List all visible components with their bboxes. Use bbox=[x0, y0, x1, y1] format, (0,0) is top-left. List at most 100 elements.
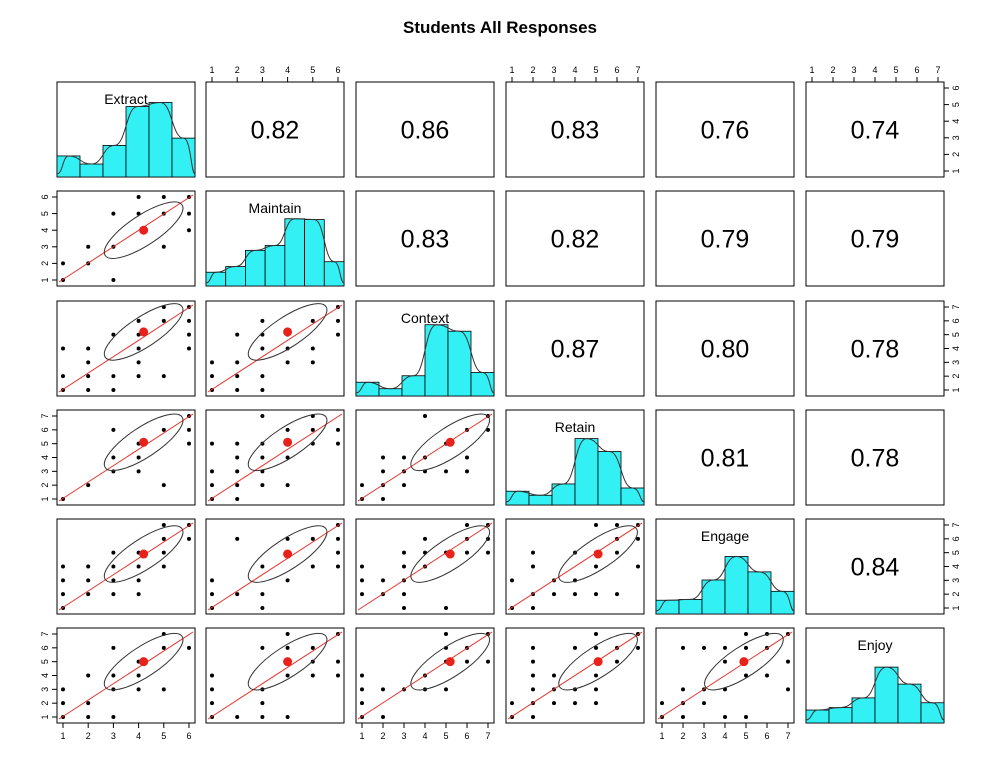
scatter-point bbox=[786, 659, 790, 664]
scatter-point bbox=[210, 441, 214, 446]
panel-5-3 bbox=[505, 627, 645, 724]
correlation-value: 0.81 bbox=[701, 445, 750, 473]
tick-label: 3 bbox=[40, 687, 50, 692]
tick-label: 5 bbox=[951, 550, 961, 555]
panel-3-2 bbox=[355, 409, 495, 506]
mean-point bbox=[739, 657, 749, 667]
correlation-value: 0.80 bbox=[701, 336, 750, 364]
scatter-point bbox=[336, 427, 340, 432]
scatter-point bbox=[86, 483, 91, 488]
tick-label: 1 bbox=[40, 496, 50, 501]
scatter-point bbox=[260, 701, 265, 706]
tick-label: 6 bbox=[764, 731, 769, 741]
scatter-point bbox=[594, 673, 598, 678]
scatter-point bbox=[444, 469, 448, 474]
scatter-point bbox=[260, 346, 265, 351]
scatter-point bbox=[486, 550, 490, 555]
scatter-point bbox=[86, 592, 91, 597]
tick-label: 3 bbox=[40, 469, 50, 474]
correlation-value: 0.74 bbox=[851, 117, 900, 145]
scatter-point bbox=[310, 427, 315, 432]
scatter-point bbox=[531, 606, 535, 610]
scatter-point bbox=[136, 564, 141, 569]
tick-label: 1 bbox=[659, 731, 664, 741]
scatter-point bbox=[465, 550, 469, 555]
scatter-point bbox=[86, 346, 91, 351]
scatter-point bbox=[336, 673, 340, 678]
scatter-point bbox=[111, 374, 116, 379]
correlation-value: 0.83 bbox=[551, 117, 600, 145]
mean-point bbox=[139, 225, 149, 235]
tick-label: 3 bbox=[951, 135, 961, 140]
scatter-point bbox=[161, 195, 166, 199]
scatter-point bbox=[594, 632, 598, 636]
scatter-point bbox=[360, 483, 364, 488]
mean-point bbox=[139, 327, 149, 337]
scatter-point bbox=[210, 673, 214, 678]
scatter-point bbox=[86, 578, 91, 583]
scatter-point bbox=[86, 244, 91, 249]
scatter-point bbox=[235, 360, 240, 365]
correlation-value: 0.86 bbox=[401, 117, 450, 145]
variable-label: Extract bbox=[104, 91, 148, 107]
scatter-point bbox=[260, 715, 265, 719]
correlation-value: 0.82 bbox=[251, 117, 300, 145]
scatter-point bbox=[187, 441, 191, 446]
scatter-point bbox=[161, 374, 166, 379]
scatter-point bbox=[681, 715, 685, 719]
tick-label: 1 bbox=[951, 605, 961, 610]
scatter-point bbox=[531, 645, 535, 650]
correlation-value: 0.79 bbox=[851, 226, 900, 254]
scatter-point bbox=[210, 578, 214, 583]
scatter-point bbox=[381, 687, 385, 692]
tick-label: 6 bbox=[186, 731, 191, 741]
scatter-point bbox=[336, 550, 340, 555]
scatter-point bbox=[552, 592, 556, 597]
regression-line bbox=[207, 522, 343, 611]
correlation-ellipse bbox=[247, 632, 328, 691]
hist-bar bbox=[284, 218, 305, 287]
regression-line bbox=[58, 413, 194, 502]
hist-bar bbox=[205, 271, 227, 287]
scatter-point bbox=[235, 469, 240, 474]
scatter-point bbox=[336, 332, 340, 337]
correlation-ellipse bbox=[103, 525, 184, 583]
mean-point bbox=[445, 657, 455, 667]
panel-1-3 bbox=[505, 190, 645, 287]
tick-label: 2 bbox=[951, 374, 961, 379]
panel-1-0 bbox=[56, 190, 196, 287]
scatter-point bbox=[161, 244, 166, 249]
scatter-point bbox=[744, 632, 748, 636]
scatter-point bbox=[310, 645, 315, 650]
scatter-point bbox=[260, 606, 265, 610]
tick-label: 2 bbox=[40, 701, 50, 706]
scatter-point bbox=[744, 715, 748, 719]
scatter-point bbox=[86, 388, 91, 392]
scatter-point bbox=[723, 645, 727, 650]
scatter-point bbox=[702, 645, 706, 650]
scatter-point bbox=[636, 645, 640, 650]
tick-label: 6 bbox=[335, 65, 340, 75]
tick-label: 1 bbox=[60, 731, 65, 741]
scatter-point bbox=[402, 592, 406, 597]
hist-bar bbox=[655, 599, 680, 615]
tick-label: 2 bbox=[951, 152, 961, 157]
scatter-point bbox=[336, 659, 340, 664]
scatter-point bbox=[531, 550, 535, 555]
panel-5-1 bbox=[205, 627, 345, 724]
scatter-point bbox=[786, 687, 790, 692]
scatter-point bbox=[161, 687, 166, 692]
scatter-point bbox=[360, 578, 364, 583]
correlation-value: 0.78 bbox=[851, 445, 900, 473]
tick-label: 1 bbox=[951, 387, 961, 392]
chart-title: Students All Responses bbox=[403, 18, 597, 37]
tick-label: 1 bbox=[40, 714, 50, 719]
scatter-point bbox=[187, 427, 191, 432]
scatter-point bbox=[381, 497, 385, 501]
hist-bar bbox=[125, 106, 150, 178]
tick-label: 4 bbox=[40, 673, 50, 678]
tick-label: 4 bbox=[285, 65, 290, 75]
scatter-point bbox=[310, 536, 315, 541]
scatter-point bbox=[360, 564, 364, 569]
scatter-point bbox=[360, 701, 364, 706]
